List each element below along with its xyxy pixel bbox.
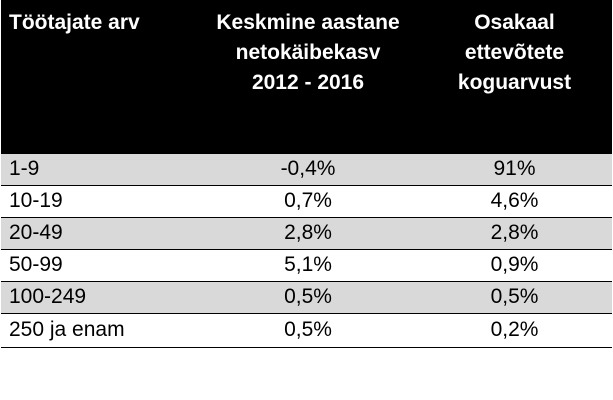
cell-turnover-growth: -0,4% — [199, 152, 417, 186]
cell-employee-count: 100-249 — [1, 281, 199, 314]
table-row: 1-9 -0,4% 91% — [1, 152, 612, 186]
header-line: ettevõtete — [464, 41, 565, 64]
cell-company-share: 91% — [417, 152, 612, 186]
header-line: netokäibekasv — [235, 41, 381, 64]
header-share-of-companies: Osakaal ettevõtete koguarvust — [417, 0, 612, 153]
table-row: 250 ja enam 0,5% 0,2% — [1, 313, 612, 348]
growth-by-company-size-table: Töötajate arv Keskmine aastane netokäibe… — [1, 0, 612, 348]
cell-company-share: 2,8% — [417, 217, 612, 250]
cell-employee-count: 50-99 — [1, 249, 199, 282]
header-line: Töötajate arv — [9, 11, 140, 34]
header-line: 2012 - 2016 — [251, 71, 365, 94]
table-row: 20-49 2,8% 2,8% — [1, 217, 612, 250]
cell-turnover-growth: 0,5% — [199, 313, 417, 348]
header-line: Osakaal — [474, 11, 555, 34]
cell-company-share: 0,9% — [417, 249, 612, 282]
table-row: 10-19 0,7% 4,6% — [1, 185, 612, 218]
header-employee-count: Töötajate arv — [1, 0, 199, 153]
header-avg-turnover-growth: Keskmine aastane netokäibekasv 2012 - 20… — [199, 0, 417, 153]
cell-employee-count: 250 ja enam — [1, 313, 199, 348]
table-body: 1-9 -0,4% 91% 10-19 0,7% 4,6% 20-49 2,8%… — [1, 152, 612, 348]
cell-turnover-growth: 0,7% — [199, 185, 417, 218]
cell-company-share: 0,5% — [417, 281, 612, 314]
cell-turnover-growth: 5,1% — [199, 249, 417, 282]
cell-company-share: 4,6% — [417, 185, 612, 218]
cell-employee-count: 10-19 — [1, 185, 199, 218]
cell-employee-count: 20-49 — [1, 217, 199, 250]
header-line: koguarvust — [457, 71, 572, 94]
cell-turnover-growth: 2,8% — [199, 217, 417, 250]
cell-company-share: 0,2% — [417, 313, 612, 348]
table-header: Töötajate arv Keskmine aastane netokäibe… — [1, 0, 612, 153]
table-row: 100-249 0,5% 0,5% — [1, 281, 612, 314]
header-line: Keskmine aastane — [216, 11, 400, 34]
cell-employee-count: 1-9 — [1, 152, 199, 186]
header-row: Töötajate arv Keskmine aastane netokäibe… — [1, 0, 612, 153]
table-row: 50-99 5,1% 0,9% — [1, 249, 612, 282]
cell-turnover-growth: 0,5% — [199, 281, 417, 314]
